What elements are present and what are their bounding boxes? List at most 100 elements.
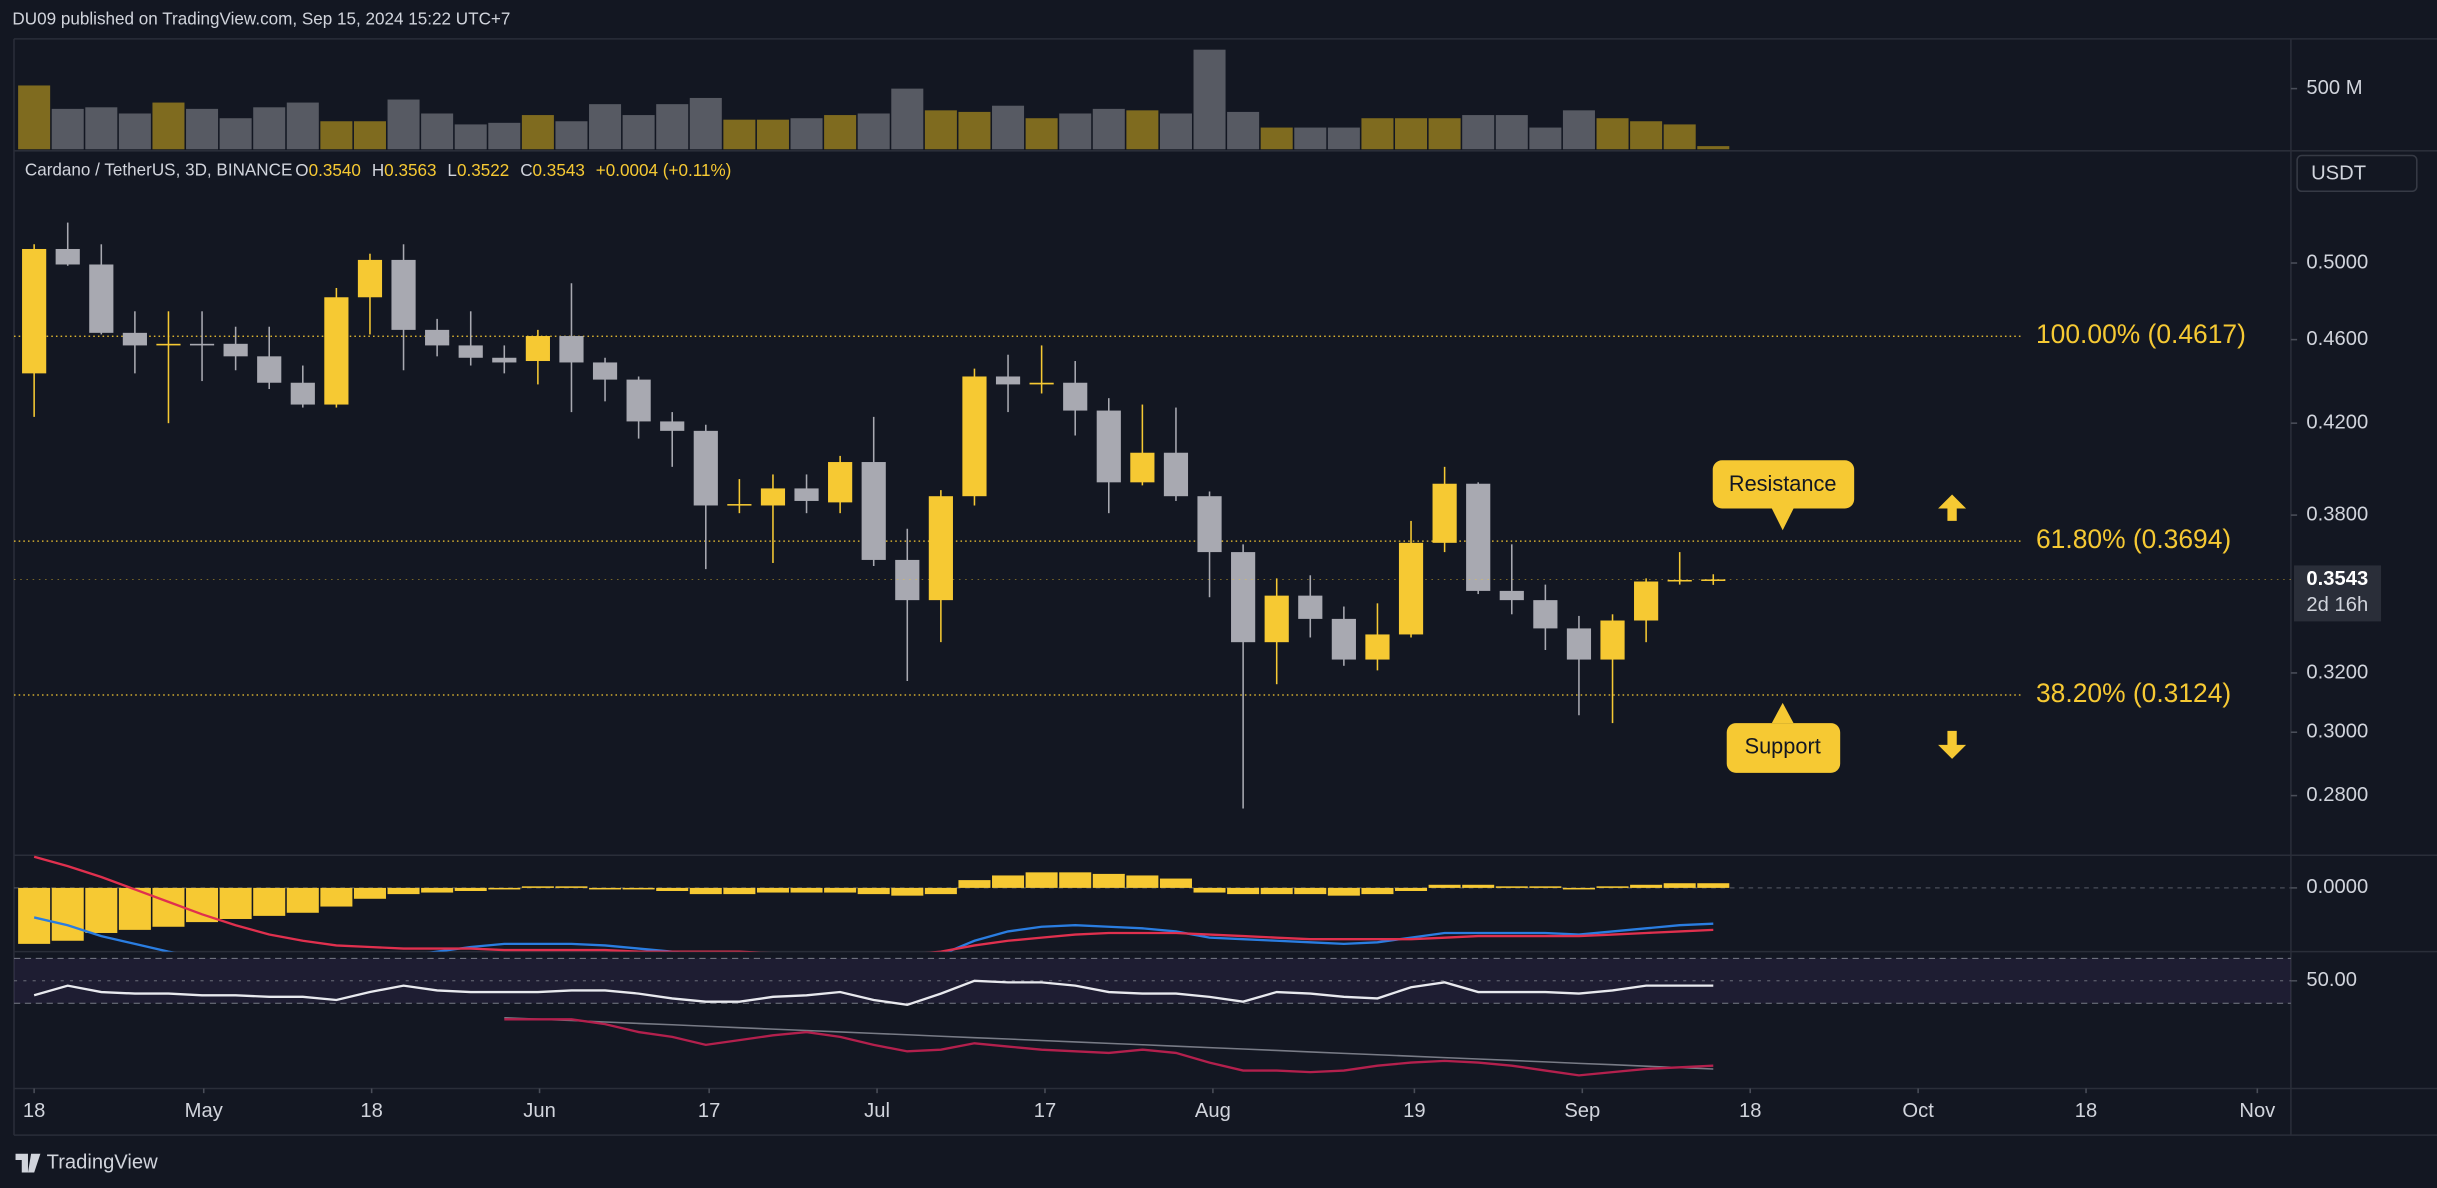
candle-body (1667, 579, 1692, 582)
ohlc-value: 0.3563 (384, 161, 436, 180)
candle-body (794, 488, 819, 501)
macd-histogram (1193, 887, 1226, 893)
last-price: 0.3543 (2306, 568, 2368, 590)
resistance-callout: Resistance (1712, 460, 1855, 531)
macd-histogram (1361, 887, 1394, 895)
macd-histogram (1663, 883, 1696, 888)
macd-histogram (1025, 872, 1058, 888)
candle-body (928, 496, 953, 601)
fib-label: 38.20% (0.3124) (2036, 678, 2231, 708)
candle-body (391, 259, 416, 330)
macd-plot (13, 855, 2291, 952)
candle-body (1130, 452, 1155, 483)
countdown: 2d 16h (2306, 594, 2368, 616)
volume-bar (353, 121, 386, 150)
brand: TradingView (47, 1151, 158, 1173)
macd-histogram (18, 887, 51, 944)
volume-bar (1428, 118, 1461, 150)
candle-body (1197, 496, 1222, 553)
candle-body (458, 345, 483, 358)
volume-bar (1462, 115, 1495, 150)
candle-body (1533, 600, 1558, 629)
candle-body (257, 356, 282, 383)
macd-histogram (1428, 884, 1461, 888)
macd-histogram (1562, 887, 1595, 890)
candle-body (760, 488, 786, 506)
ohlc-key: C (520, 161, 532, 180)
support-callout: Support (1726, 702, 1841, 773)
callout-box (1726, 723, 1841, 773)
currency[interactable]: USDT (2311, 162, 2366, 184)
volume-bar (1227, 111, 1260, 150)
candle-body (1634, 581, 1659, 621)
candle-body (1432, 483, 1457, 543)
macd-histogram (992, 875, 1025, 888)
candle-body (1163, 452, 1189, 497)
macd-histogram (1294, 887, 1327, 895)
volume-bar (152, 102, 185, 150)
macd-histogram (924, 887, 957, 895)
volume-bar (622, 115, 655, 150)
volume-bar (286, 102, 319, 150)
volume-bar (454, 124, 487, 150)
indicator-line (504, 1018, 1714, 1077)
macd-histogram (589, 887, 622, 890)
chart-layer: 500 M 100.00% (0.4617) 61.80% (0.3694) 38.2… (13, 49, 2382, 1122)
candle-body (22, 248, 47, 374)
y-tick-label: 0.3200 (2306, 661, 2368, 683)
macd-histogram (1159, 878, 1192, 888)
ohlc-key: L (447, 161, 457, 180)
candle-body (156, 343, 181, 346)
volume-bar (1126, 110, 1159, 150)
candle-body (861, 462, 886, 560)
macd-histogram (454, 887, 487, 891)
y-tick-label: 50.00 (2306, 969, 2357, 991)
volume-bar (958, 111, 991, 150)
volume-bar (1697, 146, 1730, 150)
macd-histogram (622, 887, 655, 890)
candle-body (727, 504, 752, 506)
candle-body (425, 329, 450, 346)
currency-button[interactable] (2296, 154, 2418, 193)
annotation: Support (1745, 734, 1821, 759)
candle-body (1298, 595, 1323, 619)
y-tick-label: 0.4200 (2306, 412, 2368, 434)
macd-histogram (1630, 884, 1663, 888)
macd-histogram (857, 887, 890, 895)
macd-histogram (286, 887, 319, 913)
macd-histogram (656, 887, 689, 891)
volume-bar (1663, 124, 1696, 150)
change: +0.0004 (+0.11%) (596, 161, 732, 180)
volume-bar (891, 88, 924, 150)
last-price-box (2294, 565, 2382, 622)
candle-body (122, 332, 147, 346)
macd-histogram (421, 887, 454, 893)
publisher: DU09 published on TradingView.com, Sep 1… (12, 10, 510, 29)
candle-body (1398, 542, 1424, 635)
volume-bar (656, 104, 689, 150)
macd-histogram (85, 887, 118, 933)
annotation: Resistance (1729, 471, 1837, 496)
indicator-line (504, 1016, 1714, 1070)
volume-bar (824, 115, 857, 150)
macd-histogram (488, 887, 521, 890)
macd-histogram (353, 887, 386, 899)
macd-histogram (387, 887, 420, 895)
candle-body (525, 336, 550, 362)
volume-bar (756, 119, 789, 150)
volume-bar (320, 121, 353, 150)
logo (15, 1153, 41, 1173)
callout-pointer (1771, 508, 1794, 531)
ohlc: O0.3540 H0.3563 L0.3522 C0.3543 +0.0004 … (295, 161, 731, 180)
y-tick-label: 0.4600 (2306, 328, 2368, 350)
macd-histogram (51, 887, 84, 941)
x-tick-label: 18 (1739, 1100, 1761, 1122)
x-tick-label: Jul (864, 1100, 890, 1122)
volume-bar (85, 107, 118, 150)
candle-body (55, 248, 80, 265)
volume-bar (1025, 118, 1058, 150)
x-tick-label: Nov (2239, 1100, 2276, 1122)
macd-histogram (1462, 884, 1495, 888)
macd-histogram (1495, 886, 1528, 888)
candle-body (1231, 552, 1256, 643)
